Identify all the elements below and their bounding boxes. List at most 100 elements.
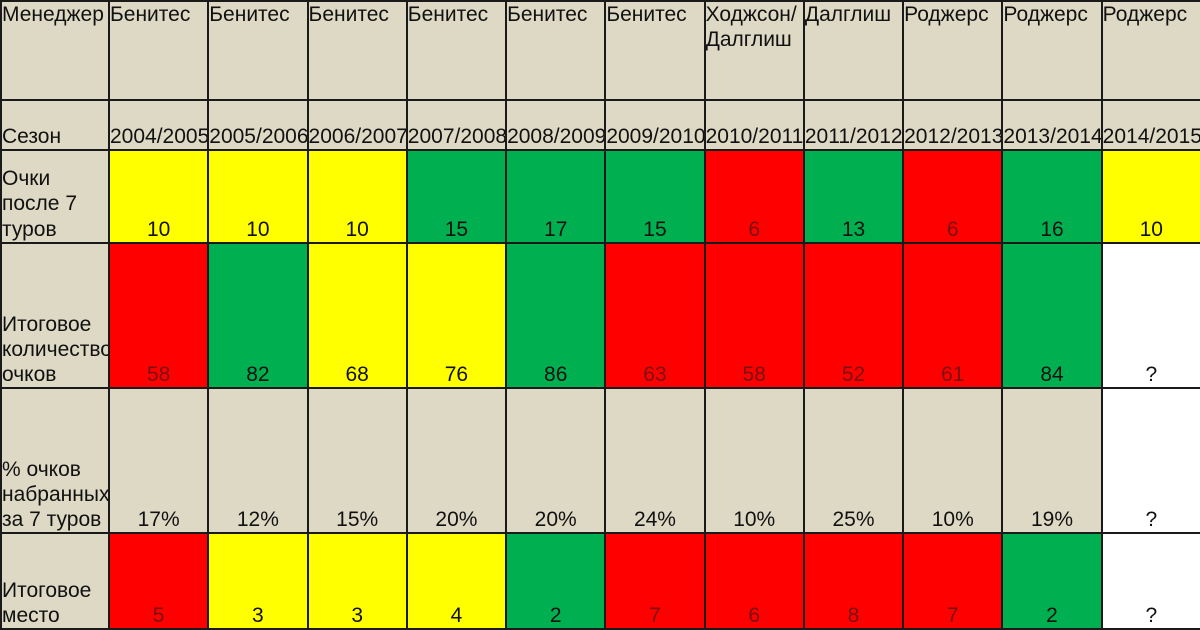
points7-cell: 17 (505, 149, 607, 244)
place-cell: 4 (405, 532, 508, 630)
points7-cell: 6 (902, 149, 1004, 244)
percent-cell: 25% (802, 387, 905, 535)
row-label-total: Итоговое количество очков (0, 241, 110, 390)
manager-cell: Бенитес (207, 0, 309, 101)
total-cell: 63 (604, 241, 706, 390)
total-cell-text: 58 (146, 362, 171, 386)
percent-cell-text: 20% (435, 508, 478, 532)
place-cell-text: 3 (252, 603, 264, 627)
points7-cell: 15 (405, 149, 508, 244)
points7-cell: 6 (703, 149, 805, 244)
row-label-manager: Менеджер (0, 0, 110, 101)
manager-cell: Бенитес (306, 0, 408, 101)
place-cell: 6 (703, 532, 805, 630)
season-cell: 2006/2007 (306, 98, 408, 152)
season-cell-text: 2006/2007 (308, 125, 407, 149)
points7-cell-text: 17 (544, 217, 568, 241)
points7-cell-text: 10 (1139, 217, 1163, 241)
points7-cell: 16 (1001, 149, 1103, 244)
season-cell-text: 2010/2011 (705, 125, 804, 149)
total-cell-text: 82 (246, 362, 270, 386)
percent-cell-text: ? (1145, 508, 1158, 532)
manager-cell: Бенитес (505, 0, 607, 101)
season-cell: 2013/2014 (1001, 98, 1103, 152)
percent-cell: 20% (405, 387, 508, 535)
points7-cell: 15 (604, 149, 706, 244)
percent-cell-text: 25% (832, 508, 875, 532)
place-cell: 2 (505, 532, 607, 630)
total-cell: 86 (505, 241, 607, 390)
percent-cell: 24% (604, 387, 706, 535)
manager-cell: Роджерс (902, 0, 1004, 101)
total-cell: 84 (1001, 241, 1103, 390)
percent-cell: 17% (107, 387, 210, 535)
place-cell: ? (1100, 532, 1200, 630)
manager-cell-text: Роджерс (904, 3, 989, 26)
season-cell-text: 2007/2008 (407, 125, 507, 149)
place-cell-text: 8 (847, 603, 860, 627)
percent-cell-text: 19% (1031, 508, 1074, 532)
percent-cell-text: 24% (633, 508, 676, 532)
place-cell: 8 (802, 532, 905, 630)
place-cell: 2 (1001, 532, 1103, 630)
percent-row: % очков набранных за 7 туров 17% 12% 15% 20… (0, 387, 1200, 535)
place-cell-text: 7 (649, 603, 661, 627)
total-cell: ? (1100, 241, 1200, 390)
points7-cell-text: 10 (146, 217, 171, 241)
row-label-place: Итоговое место (0, 532, 110, 630)
total-cell-text: 52 (841, 362, 866, 386)
season-cell: 2011/2012 (802, 98, 905, 152)
place-cell: 3 (306, 532, 408, 630)
total-cell: 52 (802, 241, 905, 390)
percent-cell: 10% (902, 387, 1004, 535)
manager-cell-text: Бенитес (308, 3, 389, 26)
points7-cell: 10 (1100, 149, 1200, 244)
percent-cell-text: 15% (336, 508, 379, 532)
total-cell: 58 (703, 241, 805, 390)
manager-cell: Бенитес (604, 0, 706, 101)
points7-row: Очки после 7 туров 10 10 10 15 17 15 6 13 6 16 10 (0, 149, 1200, 244)
total-cell: 82 (207, 241, 309, 390)
manager-cell-text: Бенитес (507, 3, 588, 26)
manager-cell-text: Роджерс (1003, 3, 1088, 26)
total-cell: 61 (902, 241, 1004, 390)
season-cell: 2014/2015 (1100, 98, 1200, 152)
manager-cell: Роджерс (1001, 0, 1103, 101)
manager-row: Менеджер Бенитес Бенитес Бенитес Бенитес Бен… (0, 0, 1200, 101)
season-cell-text: 2008/2009 (507, 125, 606, 149)
manager-cell: Бенитес (107, 0, 210, 101)
total-cell-text: 86 (544, 362, 568, 386)
place-cell-text: 5 (152, 603, 165, 627)
points7-cell: 10 (306, 149, 408, 244)
manager-cell: Бенитес (405, 0, 508, 101)
season-cell-text: 2012/2013 (904, 125, 1003, 149)
percent-cell-text: 12% (236, 508, 279, 532)
season-cell-text: 2004/2005 (110, 125, 209, 149)
place-cell: 3 (207, 532, 309, 630)
place-cell-text: 3 (351, 603, 363, 627)
season-cell-text: 2013/2014 (1003, 125, 1102, 149)
total-cell-text: 61 (941, 362, 965, 386)
season-cell: 2012/2013 (902, 98, 1004, 152)
points7-cell-text: 15 (444, 217, 469, 241)
total-cell: 58 (107, 241, 210, 390)
total-cell: 76 (405, 241, 508, 390)
place-cell-text: 2 (549, 603, 562, 627)
manager-cell-text: Ходжсон/ Далглиш (705, 3, 797, 52)
place-cell-text: 4 (450, 603, 463, 627)
season-cell-text: 2009/2010 (606, 125, 705, 149)
place-cell-text: 7 (946, 603, 959, 627)
points7-cell-text: 13 (841, 217, 866, 241)
points7-cell: 13 (802, 149, 905, 244)
place-cell: 7 (902, 532, 1004, 630)
row-label-points7: Очки после 7 туров (0, 149, 110, 244)
season-cell: 2004/2005 (107, 98, 210, 152)
season-cell: 2005/2006 (207, 98, 309, 152)
row-label-percent: % очков набранных за 7 туров (0, 387, 110, 535)
manager-cell-text: Роджерс (1102, 3, 1188, 26)
total-cell: 68 (306, 241, 408, 390)
percent-cell: 10% (703, 387, 805, 535)
manager-cell-text: Бенитес (606, 3, 687, 26)
manager-cell: Далглиш (802, 0, 905, 101)
